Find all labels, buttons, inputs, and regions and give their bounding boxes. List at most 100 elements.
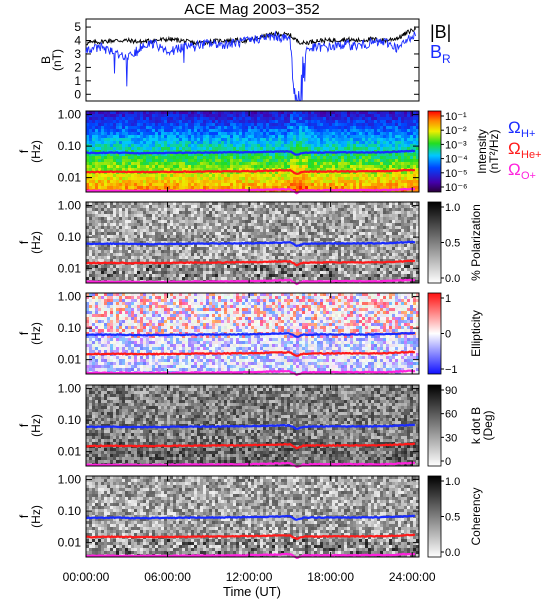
y-tick-label: 0.01 (58, 353, 82, 367)
y-axis-label-group: f(Hz) (17, 505, 43, 528)
gyro-line-oplus (86, 278, 415, 286)
legend-omega-oplus: Ω (508, 160, 521, 179)
polarization-panel: 1.00 0.10 0.01 f(Hz) 1.0 0.5 0.0 % Polarization (17, 199, 483, 286)
gyro-line-hplus (85, 240, 416, 248)
colorbar-tick-label: 0.0 (445, 547, 460, 559)
x-tick-label: 18:00:00 (307, 570, 354, 584)
gyro-line-hplus (85, 423, 416, 431)
x-tick-label: 06:00:00 (144, 570, 191, 584)
y-tick-label: 1.00 (58, 473, 82, 487)
y-tick-label: 0.01 (58, 262, 82, 276)
y-tick-label: 3 (74, 47, 81, 61)
panel-frame (85, 110, 420, 193)
colorbar-tick-label: 10⁻² (445, 125, 467, 137)
colorbar (427, 292, 442, 375)
colorbar (427, 201, 442, 284)
colorbar (427, 384, 442, 467)
colorbar-tick-label: 0.0 (445, 273, 460, 285)
gyro-line-hplus (85, 149, 416, 156)
y-tick-label: 1.00 (58, 108, 82, 122)
colorbar-tick-label: 30 (445, 432, 457, 444)
y-tick-label: 4 (74, 34, 81, 48)
colorbar-tick-label: 1.0 (445, 202, 460, 214)
gyro-line-heplus (85, 350, 416, 357)
colorbar-label-group: Ellipticity (469, 310, 483, 357)
y-tick-label: 0.10 (58, 413, 82, 427)
colorbar (427, 110, 442, 193)
colorbar-tick-label: 0.5 (445, 238, 460, 250)
panel-frame (85, 475, 420, 558)
colorbar-label: k dot B (469, 407, 483, 444)
y-tick-label: 1.00 (58, 199, 82, 213)
y-axis-label-group: f(Hz) (17, 414, 43, 437)
legend-b-total: |B| (430, 22, 451, 42)
colorbar-label-group: Intensity(nT²/Hz) (475, 129, 501, 174)
y-tick-label: 2 (74, 60, 81, 74)
y-axis-label: B (39, 56, 53, 64)
colorbar-tick-label: 10⁻⁶ (445, 182, 468, 194)
y-tick-label: 0 (74, 87, 81, 101)
y-axis-unit: (Hz) (29, 231, 43, 254)
colorbar-tick-label: 10⁻³ (445, 139, 467, 151)
y-tick-label: 5 (74, 20, 81, 34)
legend-omega-subscript: He+ (521, 149, 542, 161)
colorbar-label: % Polarization (469, 204, 483, 281)
ellipticity-panel: 1.00 0.10 0.01 f(Hz) 1 0 −1 Ellipticity (17, 290, 483, 377)
panel-frame (85, 384, 420, 467)
colorbar-label-group: k dot B(Deg) (469, 407, 495, 444)
y-tick-label: 0.01 (58, 445, 82, 459)
colorbar-label-group: Coherency (469, 487, 483, 545)
y-tick-label: 0.10 (58, 139, 82, 153)
colorbar-tick-label: 1.0 (445, 476, 460, 488)
y-axis-label-group: B(nT) (39, 49, 64, 71)
y-axis-unit: (nT) (50, 49, 64, 71)
gyro-line-oplus (85, 369, 416, 377)
heatmap-cells (86, 111, 419, 192)
y-axis-label-group: f(Hz) (17, 322, 43, 345)
wave-normal-angle-panel: 1.00 0.10 0.01 f(Hz) 90 60 30 0 k dot B(Deg) (17, 382, 495, 468)
b-radial-line (85, 30, 417, 101)
legend-omega-subscript: H+ (521, 128, 535, 140)
colorbar-tick-label: 1 (445, 293, 451, 305)
colorbar-tick-label: 0.5 (445, 512, 460, 524)
y-tick-label: 1 (74, 74, 81, 88)
y-axis-label-group: f(Hz) (17, 231, 43, 254)
legend-b-radial-subscript: R (442, 52, 451, 66)
intensity-panel: 1.00 0.10 0.01 f(Hz) 10⁻¹ 10⁻² 10⁻³ 10⁻⁴ 10⁻⁵ 10⁻… (17, 108, 501, 195)
y-axis-label-group: f(Hz) (17, 140, 43, 163)
y-axis-unit: (Hz) (29, 140, 43, 163)
gyro-line-hplus (85, 514, 416, 521)
colorbar-label: Ellipticity (469, 310, 483, 357)
legend-omega-subscript: O+ (521, 170, 536, 182)
panel-frame (85, 292, 420, 375)
colorbar (427, 475, 442, 558)
colorbar-label: Coherency (469, 487, 483, 545)
colorbar-tick-label: −1 (445, 364, 458, 376)
legend-omega-hplus: Ω (508, 118, 521, 137)
y-tick-label: 0.10 (58, 230, 82, 244)
panel-frame (85, 201, 420, 284)
y-tick-label: 0.10 (58, 321, 82, 335)
y-axis-label: f (17, 149, 31, 153)
x-tick-label: 00:00:00 (63, 570, 110, 584)
y-axis-unit: (Hz) (29, 322, 43, 345)
y-axis-label: f (17, 331, 31, 335)
x-tick-label: 12:00:00 (226, 570, 273, 584)
colorbar-label-group: % Polarization (469, 204, 483, 281)
colorbar-tick-label: 90 (445, 385, 457, 397)
colorbar-tick-label: 10⁻⁵ (445, 168, 468, 180)
gyro-line-heplus (86, 533, 416, 541)
colorbar-label: Intensity (475, 129, 489, 174)
y-tick-label: 0.10 (58, 504, 82, 518)
y-axis-label: f (17, 423, 31, 427)
colorbar-unit: (Deg) (481, 410, 495, 440)
gyro-line-heplus (85, 442, 416, 450)
colorbar-tick-label: 0 (445, 329, 451, 341)
colorbar-tick-label: 10⁻⁴ (445, 154, 468, 166)
colorbar-tick-label: 0 (445, 456, 451, 468)
gyro-line-oplus (85, 552, 416, 560)
coherency-panel: 1.00 0.10 0.01 f(Hz) 1.0 0.5 0.0 Coherency (17, 473, 483, 560)
colorbar-unit: (nT²/Hz) (487, 130, 501, 174)
